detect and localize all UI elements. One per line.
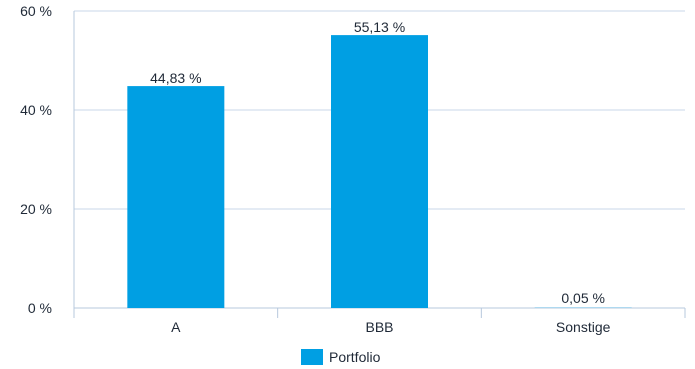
data-labels: 44,83 % 55,13 % 0,05 % [150, 19, 605, 306]
x-axis: A BBB Sonstige [74, 307, 686, 335]
y-axis: 0 % 20 % 40 % 60 % [20, 3, 75, 318]
x-tick-label-2: Sonstige [556, 319, 611, 335]
y-tick-label-3: 60 % [20, 3, 52, 19]
x-tick-label-0: A [171, 319, 181, 335]
data-label-a: 44,83 % [150, 70, 201, 86]
data-label-bbb: 55,13 % [354, 19, 405, 35]
data-label-sonstige: 0,05 % [561, 290, 605, 306]
bars [127, 35, 632, 309]
bar-a [127, 86, 225, 309]
x-tick-label-1: BBB [365, 319, 393, 335]
y-tick-label-2: 40 % [20, 102, 52, 118]
bar-bbb [331, 35, 428, 308]
legend-label-portfolio: Portfolio [329, 349, 381, 365]
legend-swatch-portfolio [301, 349, 323, 365]
legend: Portfolio [301, 349, 381, 365]
y-tick-label-0: 0 % [28, 300, 52, 316]
y-tick-label-1: 20 % [20, 201, 52, 217]
